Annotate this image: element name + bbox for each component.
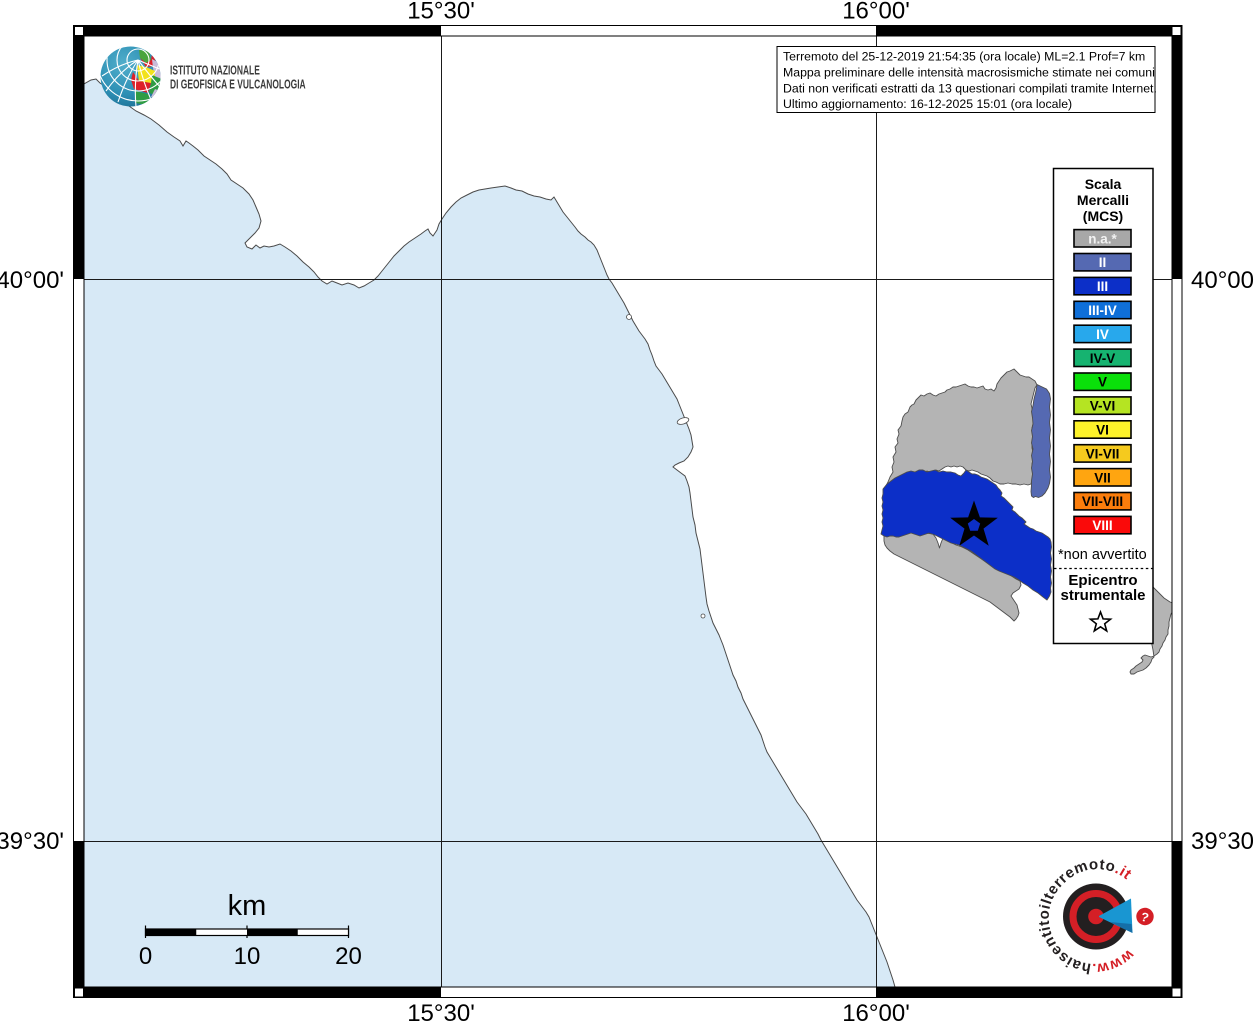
svg-text:V: V	[1098, 375, 1107, 390]
svg-text:15°30': 15°30'	[407, 1000, 475, 1024]
svg-text:Dati non verificati estratti d: Dati non verificati estratti da 13 quest…	[783, 82, 1157, 96]
svg-text:Ultimo aggiornamento: 16-12-20: Ultimo aggiornamento: 16-12-2025 15:01 (…	[783, 97, 1072, 111]
svg-text:15°30': 15°30'	[407, 0, 475, 25]
svg-text:Terremoto del 25-12-2019 21:54: Terremoto del 25-12-2019 21:54:35 (ora l…	[783, 50, 1145, 64]
svg-text:10: 10	[234, 943, 261, 970]
svg-text:V-VI: V-VI	[1090, 399, 1116, 414]
svg-text:IV: IV	[1096, 327, 1109, 342]
svg-text:VI-VII: VI-VII	[1086, 446, 1120, 461]
svg-text:VII: VII	[1094, 470, 1111, 485]
svg-text:n.a.*: n.a.*	[1088, 231, 1117, 246]
svg-text:39°30': 39°30'	[0, 828, 64, 855]
svg-text:40°00': 40°00'	[1191, 267, 1255, 294]
svg-text:40°00': 40°00'	[0, 267, 64, 294]
svg-text:*non avvertito: *non avvertito	[1058, 547, 1147, 563]
svg-text:Mappa preliminare delle intens: Mappa preliminare delle intensità macros…	[783, 66, 1155, 80]
svg-text:Epicentro: Epicentro	[1068, 572, 1137, 589]
svg-text:?: ?	[1139, 910, 1150, 925]
svg-text:DI GEOFISICA E VULCANOLOGIA: DI GEOFISICA E VULCANOLOGIA	[170, 78, 306, 92]
svg-text:IV-V: IV-V	[1090, 351, 1116, 366]
svg-text:II: II	[1099, 255, 1107, 270]
svg-text:Scala: Scala	[1085, 176, 1122, 192]
svg-text:km: km	[228, 890, 267, 922]
svg-text:VIII: VIII	[1092, 518, 1112, 533]
svg-text:0: 0	[139, 943, 152, 970]
svg-text:III: III	[1097, 279, 1108, 294]
svg-text:16°00': 16°00'	[842, 1000, 910, 1024]
svg-text:strumentale: strumentale	[1060, 587, 1145, 604]
svg-text:20: 20	[335, 943, 362, 970]
svg-text:VI: VI	[1096, 423, 1109, 438]
svg-text:(MCS): (MCS)	[1083, 208, 1123, 224]
svg-text:ISTITUTO NAZIONALE: ISTITUTO NAZIONALE	[170, 64, 260, 78]
svg-text:39°30': 39°30'	[1191, 828, 1255, 855]
svg-text:VII-VIII: VII-VIII	[1082, 494, 1123, 509]
svg-text:Mercalli: Mercalli	[1077, 192, 1129, 208]
svg-text:III-IV: III-IV	[1088, 303, 1117, 318]
svg-text:16°00': 16°00'	[842, 0, 910, 25]
